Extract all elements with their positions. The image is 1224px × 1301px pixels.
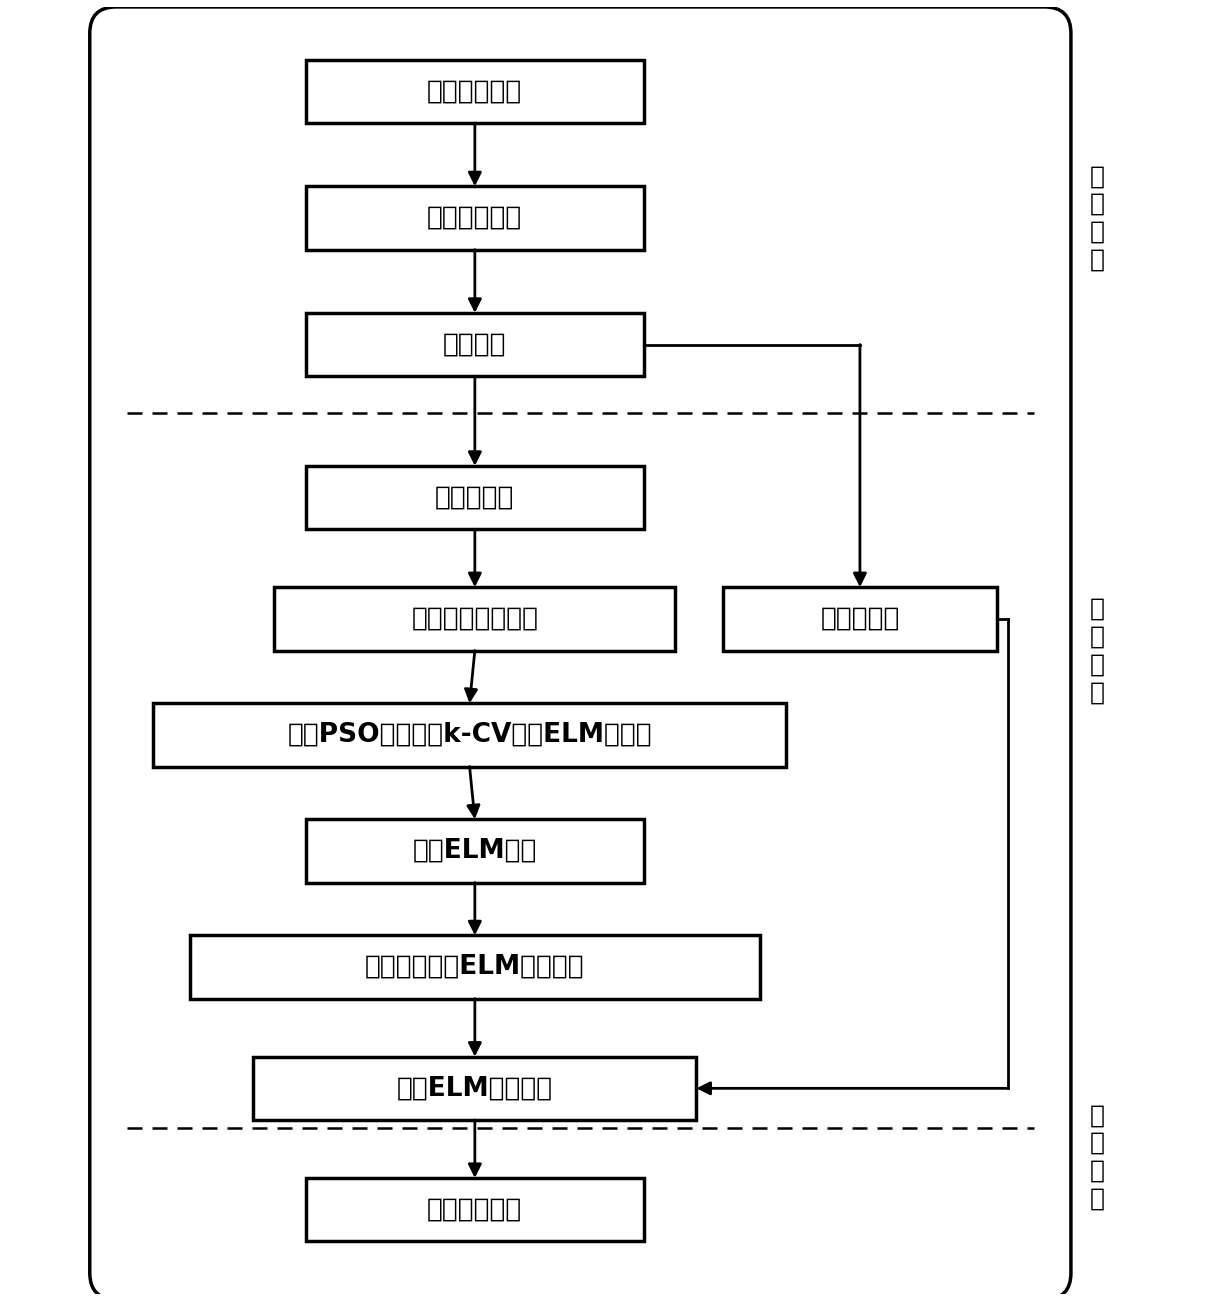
Text: 测试样本集: 测试样本集 [820, 606, 900, 632]
Text: 提取特征向量: 提取特征向量 [427, 206, 523, 232]
Text: 改进PSO方法结合k-CV优化ELM的参数: 改进PSO方法结合k-CV优化ELM的参数 [288, 722, 652, 748]
FancyBboxPatch shape [723, 587, 998, 650]
Text: 训练ELM模型: 训练ELM模型 [412, 838, 537, 864]
Text: 总样本集: 总样本集 [443, 332, 507, 358]
Text: 训练样本集: 训练样本集 [436, 484, 514, 510]
FancyBboxPatch shape [306, 820, 644, 882]
FancyBboxPatch shape [153, 704, 786, 766]
Text: 轴承振动信号: 轴承振动信号 [427, 78, 523, 104]
FancyBboxPatch shape [306, 466, 644, 530]
FancyBboxPatch shape [306, 186, 644, 250]
Text: 选取激活函数类型: 选取激活函数类型 [411, 606, 539, 632]
Text: 特
征
提
取: 特 征 提 取 [1089, 164, 1105, 272]
Text: 保存训练好的ELM诊断模型: 保存训练好的ELM诊断模型 [365, 954, 585, 980]
FancyBboxPatch shape [253, 1056, 696, 1120]
FancyBboxPatch shape [89, 7, 1071, 1300]
FancyBboxPatch shape [274, 587, 676, 650]
Text: 读取ELM诊断模型: 读取ELM诊断模型 [397, 1076, 553, 1102]
FancyBboxPatch shape [306, 314, 644, 376]
FancyBboxPatch shape [306, 60, 644, 124]
FancyBboxPatch shape [190, 935, 760, 999]
FancyBboxPatch shape [306, 1177, 644, 1241]
Text: 测
试
过
程: 测 试 过 程 [1089, 1103, 1105, 1211]
Text: 训
练
过
程: 训 练 过 程 [1089, 597, 1105, 704]
Text: 输出诊断结果: 输出诊断结果 [427, 1197, 523, 1223]
